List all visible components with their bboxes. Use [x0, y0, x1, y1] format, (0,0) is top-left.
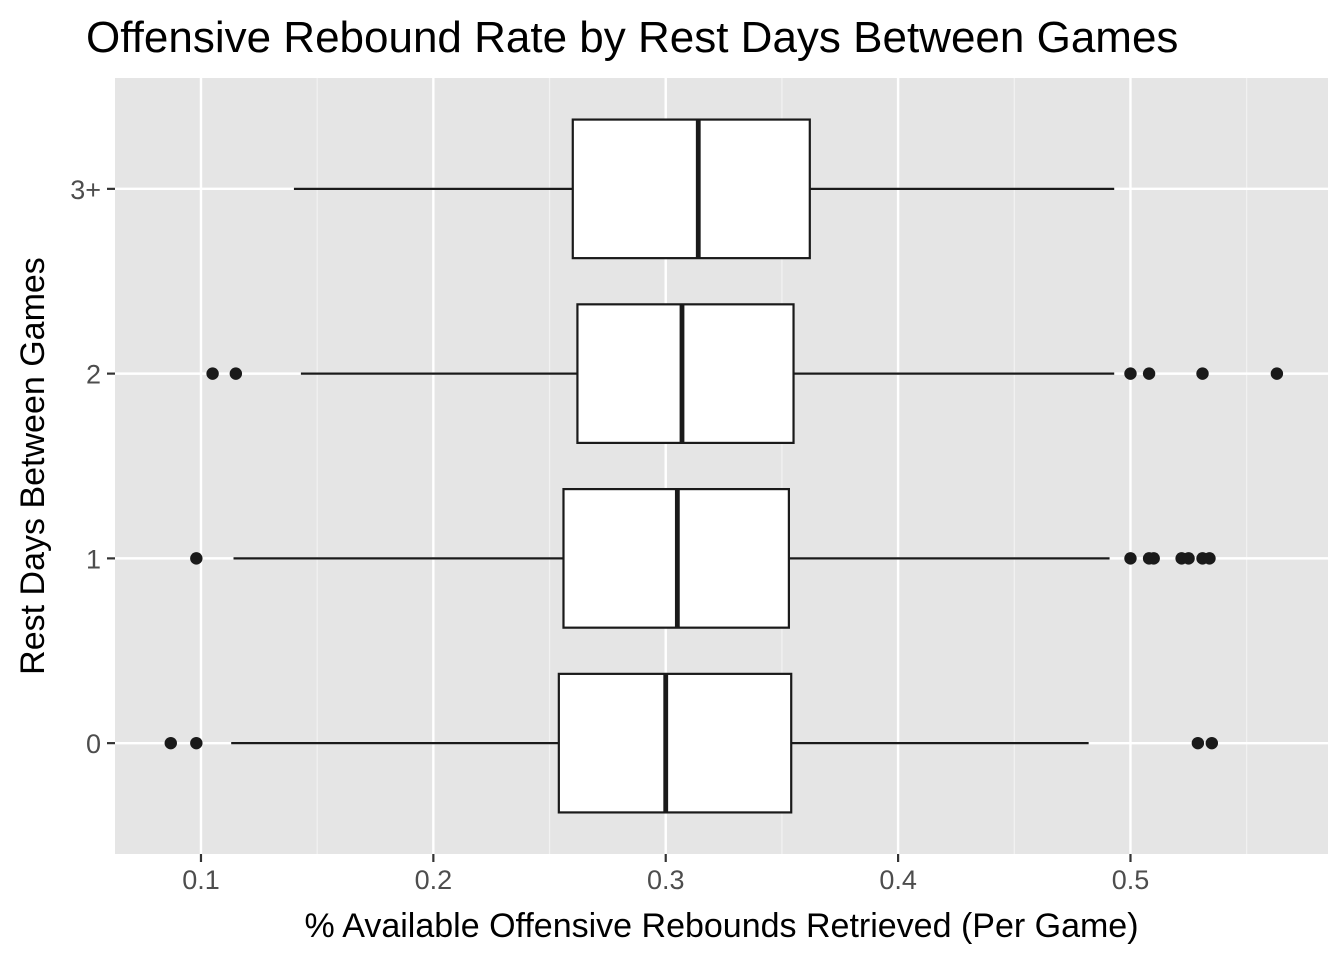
- box-series: [164, 118, 1284, 814]
- outlier-point: [1270, 367, 1284, 380]
- box-group-1: [190, 487, 1216, 629]
- y-tick-label: 1: [86, 544, 101, 574]
- outlier-point: [1142, 367, 1156, 380]
- x-axis: 0.1 0.2 0.3 0.4 0.5: [182, 854, 1149, 895]
- box-group-2: [206, 303, 1284, 445]
- outlier-point: [190, 736, 203, 750]
- outlier-point: [1147, 552, 1160, 565]
- x-tick-label: 0.1: [182, 865, 220, 895]
- x-tick-label: 0.4: [879, 865, 917, 895]
- chart-title: Offensive Rebound Rate by Rest Days Betw…: [86, 13, 1178, 62]
- box-group-3plus: [293, 118, 1115, 260]
- outlier-point: [1124, 367, 1137, 380]
- outlier-point: [1182, 552, 1195, 565]
- outlier-point: [1196, 367, 1209, 380]
- outlier-point: [1203, 552, 1216, 565]
- x-tick-label: 0.3: [647, 865, 685, 895]
- x-tick-label: 0.2: [415, 865, 453, 895]
- iqr-box: [571, 118, 811, 260]
- y-tick-label: 0: [86, 729, 101, 759]
- outlier-point: [1205, 736, 1219, 750]
- outlier-point: [1124, 552, 1137, 565]
- iqr-box: [576, 303, 795, 445]
- iqr-box: [557, 672, 793, 814]
- x-tick-label: 0.5: [1112, 865, 1150, 895]
- outlier-point: [1191, 736, 1205, 750]
- outlier-point: [206, 367, 219, 380]
- y-axis: 0 1 2 3+: [70, 175, 115, 759]
- x-axis-title: % Available Offensive Rebounds Retrieved…: [304, 907, 1138, 945]
- outlier-point: [229, 367, 243, 380]
- outlier-point: [190, 552, 203, 565]
- y-tick-label: 2: [86, 360, 101, 390]
- box-group-0: [164, 672, 1219, 814]
- y-tick-label: 3+: [70, 175, 101, 205]
- outlier-point: [164, 736, 177, 750]
- y-axis-title: Rest Days Between Games: [14, 257, 52, 675]
